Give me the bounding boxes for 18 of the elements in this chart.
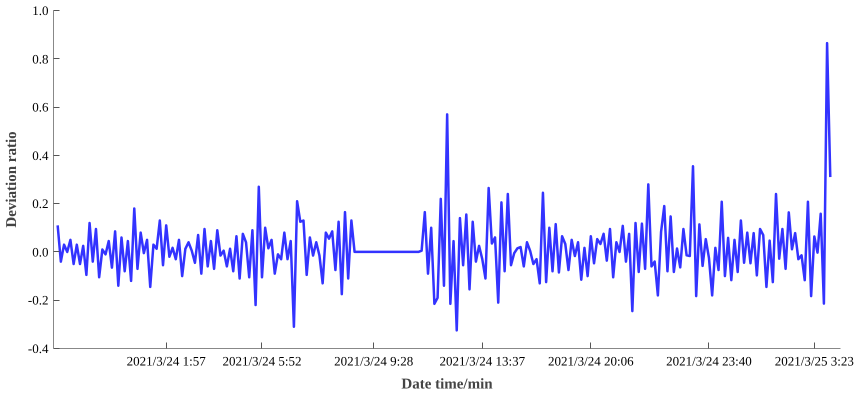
x-tick-label: 2021/3/24 5:52 <box>222 354 302 368</box>
x-axis-title: Date time/min <box>401 376 494 392</box>
line-series <box>56 42 832 332</box>
y-tick-label: 0.8 <box>32 51 48 66</box>
x-tick-label: 2021/3/24 23:40 <box>666 354 752 368</box>
y-tick-label: 1.0 <box>32 3 48 18</box>
y-tick-label: -0.2 <box>28 292 49 308</box>
y-tick-label: 0.2 <box>32 196 48 212</box>
y-axis-title: Deviation ratio <box>4 131 20 228</box>
x-tick-label: 2021/3/24 13:37 <box>439 354 526 368</box>
x-tick-label: 2021/3/25 3:23 <box>774 354 854 368</box>
x-tick-label: 2021/3/24 1:57 <box>126 354 206 368</box>
x-tick-label: 2021/3/24 9:28 <box>334 354 414 368</box>
x-tick-label: 2021/3/24 20:06 <box>548 354 634 368</box>
y-tick-label: 0.6 <box>32 100 49 115</box>
y-tick-label: -0.4 <box>28 341 49 356</box>
y-tick-label: 0.0 <box>32 244 48 260</box>
y-tick-label: 0.4 <box>32 148 49 163</box>
